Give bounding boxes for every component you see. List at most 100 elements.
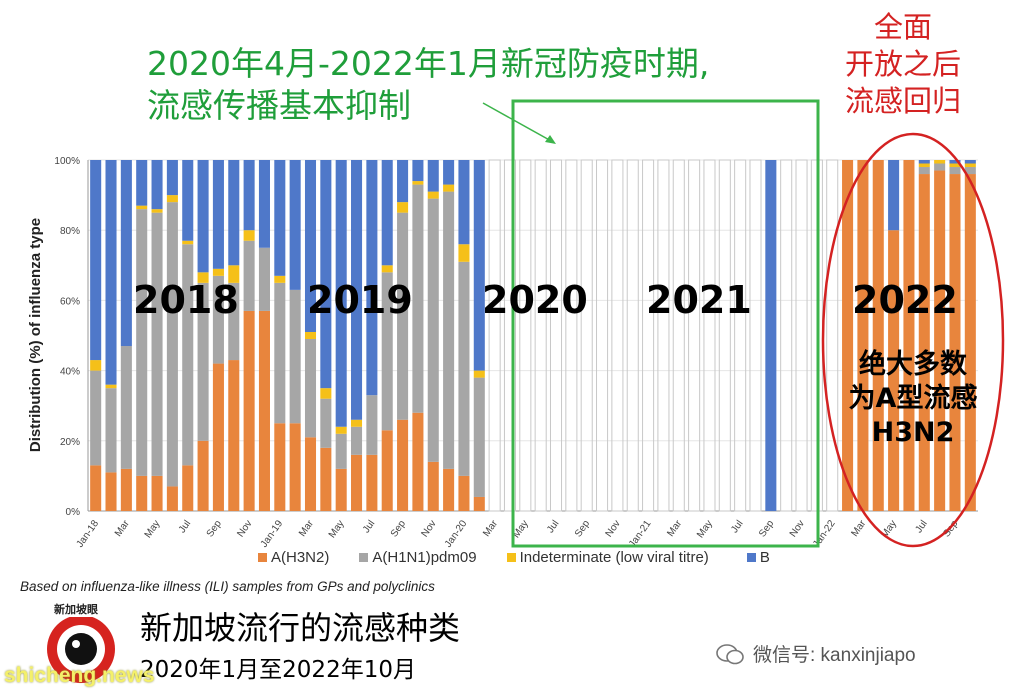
reopening-note-line-3: 流感回归 — [844, 84, 961, 118]
bar-segment-indeterminate — [473, 370, 485, 378]
chart-legend: A(H3N2) A(H1N1)pdm09 Indeterminate (low … — [258, 549, 770, 566]
bar-segment-indeterminate — [458, 244, 470, 262]
bar-segment-h3n2 — [274, 423, 286, 511]
bar-segment-indeterminate — [151, 209, 163, 213]
bar-segment-h1n1 — [304, 339, 317, 438]
bar-segment-h3n2 — [320, 447, 332, 511]
bar-segment-h3n2 — [443, 468, 455, 511]
bar-segment-h3n2 — [427, 461, 439, 511]
x-tick-label: Jan-19 — [259, 518, 286, 550]
legend-label-indeterminate: Indeterminate (low viral titre) — [519, 549, 709, 566]
bar-segment-b — [212, 160, 224, 269]
logo: 新加坡眼 — [38, 601, 124, 687]
bar-segment-h3n2 — [949, 174, 961, 512]
bar-segment-indeterminate — [212, 268, 224, 276]
bar-segment-h3n2 — [258, 310, 270, 511]
note-2022-line-1: 绝大多数 — [859, 349, 967, 380]
bar-segment-h3n2 — [136, 475, 148, 511]
legend-label-b: B — [759, 549, 770, 566]
bar-empty — [718, 159, 731, 512]
x-tick-label: Jul — [729, 518, 745, 535]
bar-segment-indeterminate — [918, 163, 930, 168]
x-tick-label: Mar — [297, 518, 316, 539]
bar-segment-h1n1 — [918, 167, 930, 175]
bar-empty — [749, 159, 762, 512]
bar-segment-h3n2 — [934, 170, 946, 511]
bar-segment-h3n2 — [166, 486, 178, 511]
bar-empty — [534, 159, 547, 512]
bar-segment-h3n2 — [381, 430, 393, 511]
bar-segment-h1n1 — [381, 272, 393, 431]
bar-segment-h1n1 — [166, 202, 178, 487]
bar-empty — [688, 159, 701, 512]
bar-segment-h1n1 — [320, 398, 332, 448]
bar-segment-indeterminate — [335, 426, 347, 434]
bar-empty — [826, 159, 839, 512]
note-2022-line-3: H3N2 — [871, 417, 955, 448]
bottom-subtitle: 2020年1月至2022年10月 — [140, 657, 416, 683]
bar-segment-h3n2 — [351, 454, 363, 511]
x-tick-label: May — [879, 518, 899, 540]
x-tick-label: Sep — [757, 518, 776, 539]
bar-segment-h3n2 — [182, 465, 194, 511]
legend-label-h3n2: A(H3N2) — [271, 549, 330, 566]
bar-segment-h3n2 — [105, 472, 117, 511]
bar-segment-b — [412, 160, 424, 182]
bar-segment-b — [335, 160, 347, 427]
bar-segment-indeterminate — [381, 265, 393, 273]
y-tick-label: 80% — [60, 226, 80, 237]
bar-segment-indeterminate — [934, 160, 946, 164]
bar-empty — [611, 159, 624, 512]
bar-segment-indeterminate — [351, 419, 363, 427]
bar-segment-b — [120, 160, 132, 347]
bar-segment-b — [888, 160, 900, 231]
x-tick-label: Nov — [788, 518, 807, 539]
bar-segment-h3n2 — [151, 475, 163, 511]
x-tick-label: Sep — [389, 518, 408, 539]
bar-segment-h1n1 — [197, 282, 209, 441]
headline: 2020年4月-2022年1月新冠防疫时期, 流感传播基本抑制 — [147, 43, 709, 127]
bar-segment-h3n2 — [903, 160, 915, 511]
bar-empty — [519, 159, 532, 512]
bar-segment-b — [381, 160, 393, 266]
bar-segment-h3n2 — [412, 412, 424, 511]
x-tick-label: Nov — [419, 518, 438, 539]
x-tick-label: May — [143, 518, 163, 540]
bar-segment-b — [182, 160, 194, 241]
bar-segment-indeterminate — [397, 202, 409, 213]
bar-segment-h3n2 — [458, 475, 470, 511]
bar-segment-h1n1 — [934, 163, 946, 171]
bar-empty — [657, 159, 670, 512]
x-tick-label: Mar — [113, 518, 132, 539]
bar-segment-h1n1 — [335, 433, 347, 469]
bar-segment-indeterminate — [443, 184, 455, 192]
year-label-2018: 2018 — [133, 278, 239, 322]
bar-segment-b — [90, 160, 102, 361]
bar-segment-b — [197, 160, 209, 273]
legend-swatch-h3n2 — [258, 553, 267, 562]
suppression-period-box — [511, 99, 820, 548]
y-tick-label: 100% — [54, 156, 80, 167]
note-2022: 绝大多数 为A型流感 H3N2 — [828, 348, 998, 450]
bar-segment-h3n2 — [228, 360, 240, 511]
bar-segment-h1n1 — [949, 167, 961, 175]
bar-segment-b — [151, 160, 163, 210]
bar-empty — [626, 159, 639, 512]
y-axis-label: Distribution (%) of influenza type — [27, 218, 44, 452]
bar-segment-h1n1 — [366, 395, 378, 455]
bar-segment-h1n1 — [964, 167, 976, 175]
reopening-ellipse — [821, 132, 1005, 548]
x-tick-label: Jul — [361, 518, 377, 535]
bar-segment-b — [765, 160, 777, 511]
bar-empty — [642, 159, 655, 512]
headline-arrow — [482, 102, 554, 143]
wechat-icon — [715, 643, 745, 665]
bar-segment-h3n2 — [888, 230, 900, 511]
bar-segment-indeterminate — [949, 163, 961, 168]
bar-segment-b — [366, 160, 378, 396]
bar-segment-h1n1 — [351, 426, 363, 455]
bar-segment-b — [105, 160, 117, 385]
bar-segment-b — [243, 160, 255, 231]
watermark: shicheng.news — [4, 664, 155, 687]
bar-segment-h1n1 — [258, 247, 270, 311]
